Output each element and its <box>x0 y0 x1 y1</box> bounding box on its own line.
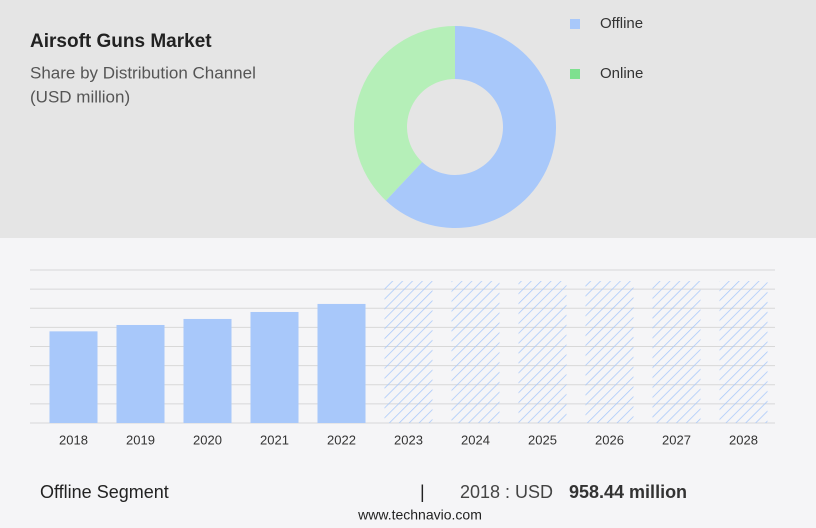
x-tick-label: 2018 <box>59 432 88 447</box>
bar <box>49 331 98 423</box>
subtitle: Share by Distribution Channel <box>30 63 256 82</box>
bar <box>183 318 232 423</box>
legend-label: Offline <box>600 15 643 32</box>
footer-year: 2018 : USD <box>460 482 553 502</box>
footer-segment: Offline Segment <box>40 482 169 502</box>
forecast-placeholder <box>384 281 433 423</box>
footer-separator: | <box>420 482 425 502</box>
bar <box>250 311 299 423</box>
subtitle: (USD million) <box>30 87 130 106</box>
x-tick-label: 2022 <box>327 432 356 447</box>
x-tick-label: 2025 <box>528 432 557 447</box>
legend-swatch <box>570 19 580 29</box>
x-tick-label: 2027 <box>662 432 691 447</box>
pie-slice <box>385 26 557 228</box>
x-tick-label: 2024 <box>461 432 490 447</box>
forecast-placeholder <box>652 281 701 423</box>
x-tick-label: 2028 <box>729 432 758 447</box>
forecast-placeholder <box>518 281 567 423</box>
x-tick-label: 2026 <box>595 432 624 447</box>
x-tick-label: 2020 <box>193 432 222 447</box>
website: www.technavio.com <box>357 507 482 523</box>
x-tick-label: 2023 <box>394 432 423 447</box>
pie-slice <box>354 25 455 201</box>
bar <box>116 324 165 423</box>
forecast-placeholder <box>451 281 500 423</box>
x-tick-label: 2021 <box>260 432 289 447</box>
forecast-placeholder <box>719 281 768 423</box>
footer-value: 958.44 million <box>569 482 687 502</box>
bar <box>317 303 366 423</box>
legend-swatch <box>570 69 580 79</box>
chart-title: Airsoft Guns Market <box>30 31 212 52</box>
forecast-placeholder <box>585 281 634 423</box>
legend-label: Online <box>600 65 643 82</box>
x-tick-label: 2019 <box>126 432 155 447</box>
